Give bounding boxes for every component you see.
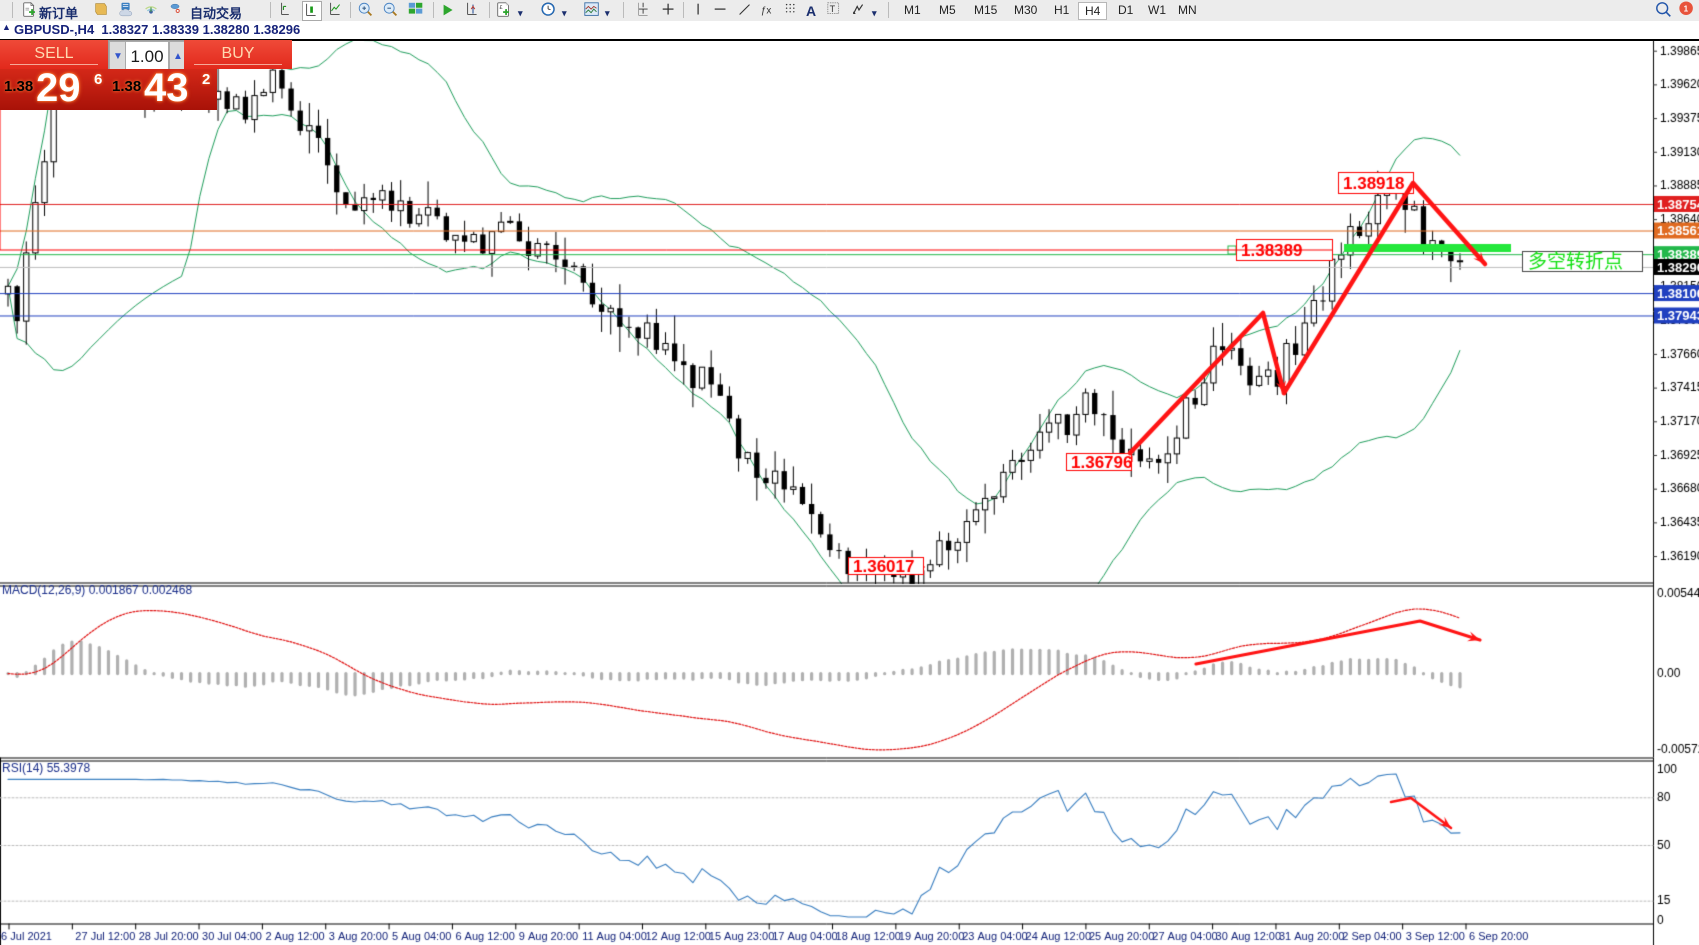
- svg-text:ƒx: ƒx: [761, 6, 771, 17]
- svg-text:T: T: [830, 4, 836, 14]
- svg-text:1: 1: [1684, 4, 1689, 13]
- svg-text:£: £: [500, 5, 503, 11]
